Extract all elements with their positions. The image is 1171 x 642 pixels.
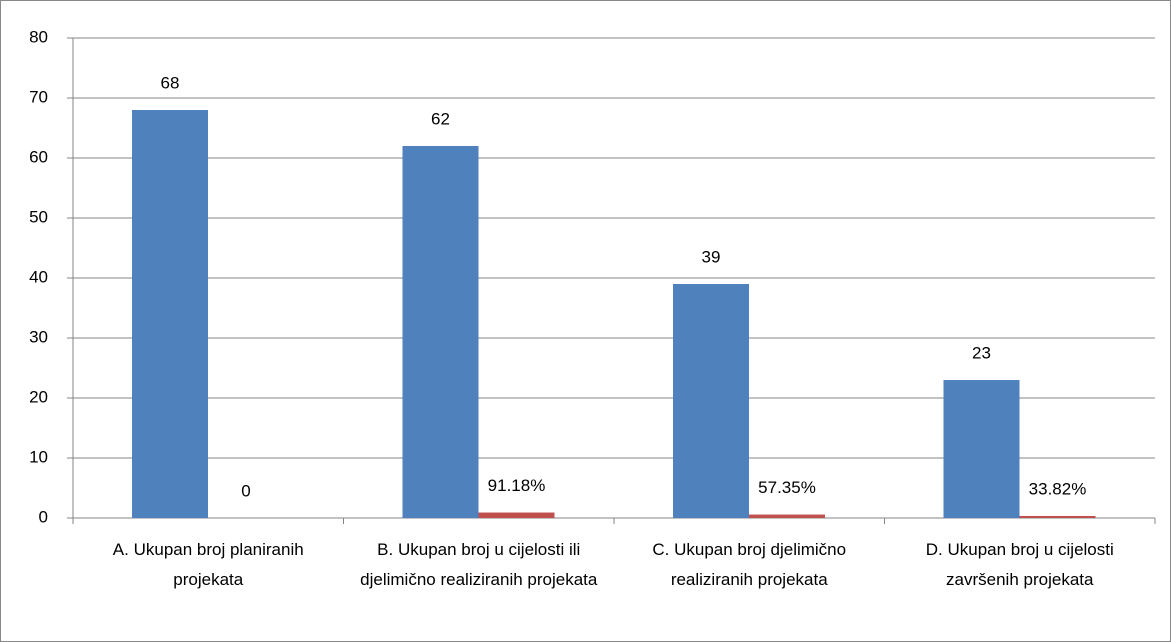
- y-tick-label: 10: [29, 447, 48, 466]
- data-label: 39: [702, 247, 721, 266]
- bar: [749, 514, 825, 518]
- data-label: 62: [431, 109, 450, 128]
- x-tick-label: C. Ukupan broj djelimično realiziranih p…: [652, 540, 847, 589]
- bar: [132, 110, 208, 518]
- bar: [943, 380, 1020, 518]
- y-tick-label: 0: [39, 507, 48, 526]
- data-label: 33.82%: [1029, 479, 1087, 498]
- bar: [478, 512, 555, 518]
- data-label: 23: [972, 343, 991, 362]
- bar: [673, 284, 749, 518]
- y-tick-label: 20: [29, 387, 48, 406]
- x-tick-label: B. Ukupan broj u cijelosti ili djelimičn…: [360, 540, 598, 589]
- y-tick-label: 30: [29, 327, 48, 346]
- x-tick-label: A. Ukupan broj planiranih projekata: [112, 540, 304, 589]
- bar: [402, 146, 479, 518]
- data-label: 91.18%: [488, 476, 546, 495]
- y-tick-label: 60: [29, 147, 48, 166]
- y-tick-label: 50: [29, 207, 48, 226]
- data-label: 0: [241, 481, 250, 500]
- data-label: 57.35%: [758, 478, 816, 497]
- data-label: 68: [161, 73, 180, 92]
- bar: [1019, 515, 1096, 518]
- y-tick-label: 40: [29, 267, 48, 286]
- y-tick-label: 70: [29, 87, 48, 106]
- x-tick-label: D. Ukupan broj u cijelosti završenih pro…: [925, 540, 1114, 589]
- y-tick-label: 80: [29, 27, 48, 46]
